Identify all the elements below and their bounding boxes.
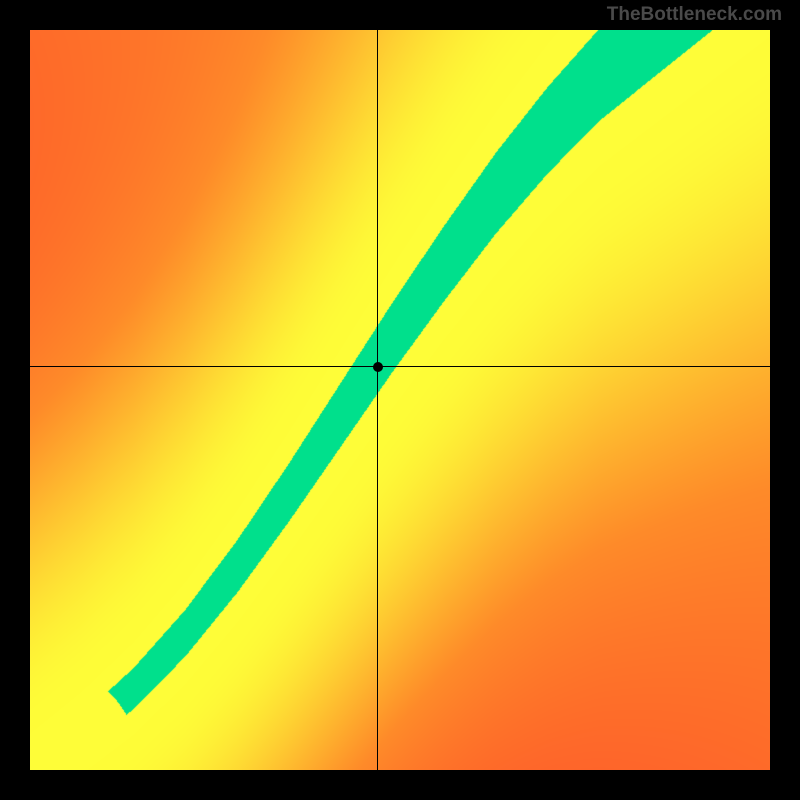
heatmap-canvas [30, 30, 770, 770]
crosshair-vertical [377, 30, 378, 770]
crosshair-marker [373, 362, 383, 372]
heatmap-plot [30, 30, 770, 770]
watermark-text: TheBottleneck.com [607, 4, 782, 26]
crosshair-horizontal [30, 366, 770, 367]
